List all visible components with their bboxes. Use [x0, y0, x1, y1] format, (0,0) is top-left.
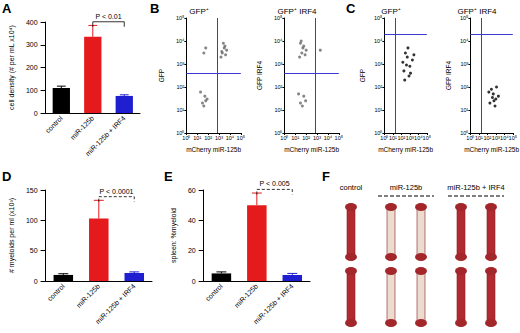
svg-text:10¹: 10¹ [475, 135, 483, 141]
svg-text:10⁴: 10⁴ [414, 135, 423, 141]
svg-text:P < 0.01: P < 0.01 [95, 13, 121, 20]
svg-text:GFP⁺: GFP⁺ [381, 7, 400, 16]
html-text:B: B [150, 1, 160, 16]
svg-text:10²: 10² [397, 135, 405, 141]
svg-text:10¹: 10¹ [193, 135, 201, 141]
svg-text:10⁵: 10⁵ [274, 15, 282, 21]
svg-text:60: 60 [188, 187, 196, 194]
svg-text:10²: 10² [176, 84, 184, 90]
svg-text:10²: 10² [374, 84, 382, 90]
svg-text:miR-125b + IRF4: miR-125b + IRF4 [252, 282, 295, 325]
html-text:E: E [164, 169, 173, 184]
svg-text:10⁰: 10⁰ [280, 135, 288, 141]
svg-text:10⁴: 10⁴ [176, 38, 185, 44]
html-text:C: C [346, 1, 356, 16]
svg-text:mCherry miR-125b: mCherry miR-125b [186, 146, 241, 154]
svg-text:miR-125b + IRF4: miR-125b + IRF4 [84, 114, 127, 157]
svg-text:# myeloids per ml (x10³): # myeloids per ml (x10³) [8, 198, 16, 273]
svg-text:10⁴: 10⁴ [324, 135, 333, 141]
svg-text:10²: 10² [483, 135, 491, 141]
svg-text:10⁴: 10⁴ [500, 135, 509, 141]
svg-text:GFP⁺: GFP⁺ [189, 7, 208, 16]
svg-text:mCherry miR-125b: mCherry miR-125b [284, 146, 339, 154]
svg-text:10³: 10³ [274, 61, 282, 67]
svg-text:10²: 10² [274, 84, 282, 90]
svg-text:control: control [204, 282, 224, 302]
svg-text:GFP: GFP [359, 69, 366, 82]
svg-text:GFP⁺ IRF4: GFP⁺ IRF4 [457, 7, 497, 16]
svg-text:0: 0 [34, 278, 38, 285]
svg-text:10⁵: 10⁵ [460, 15, 468, 21]
svg-text:10⁰: 10⁰ [176, 130, 185, 136]
svg-text:10⁰: 10⁰ [182, 135, 190, 141]
svg-text:spleen: %myeloid: spleen: %myeloid [170, 208, 178, 263]
svg-text:10¹: 10¹ [176, 107, 184, 113]
svg-text:P < 0.0001: P < 0.0001 [100, 188, 134, 195]
svg-text:10¹: 10¹ [460, 107, 468, 113]
svg-text:150: 150 [26, 187, 38, 194]
svg-text:10⁰: 10⁰ [380, 135, 388, 141]
svg-text:mCherry miR-125b: mCherry miR-125b [378, 146, 433, 154]
html-text:D: D [2, 169, 12, 184]
svg-text:10²: 10² [302, 135, 310, 141]
svg-text:10²: 10² [460, 84, 468, 90]
svg-text:100: 100 [26, 87, 38, 94]
svg-text:miR-125b: miR-125b [69, 114, 95, 140]
svg-text:10³: 10³ [460, 61, 468, 67]
svg-text:10³: 10³ [215, 135, 223, 141]
svg-text:10³: 10³ [313, 135, 321, 141]
svg-text:10⁰: 10⁰ [466, 135, 474, 141]
svg-text:100: 100 [26, 217, 38, 224]
html-text:A: A [2, 1, 12, 16]
svg-text:10⁵: 10⁵ [509, 135, 517, 141]
svg-text:400: 400 [26, 19, 38, 26]
svg-text:10¹: 10¹ [389, 135, 397, 141]
svg-text:10¹: 10¹ [291, 135, 299, 141]
svg-text:10⁵: 10⁵ [237, 135, 245, 141]
svg-text:10⁴: 10⁴ [460, 38, 469, 44]
svg-text:10¹: 10¹ [374, 107, 382, 113]
svg-text:GFP IRF4: GFP IRF4 [445, 61, 452, 91]
svg-text:10⁰: 10⁰ [274, 130, 283, 136]
svg-text:20: 20 [188, 247, 196, 254]
svg-text:40: 40 [188, 217, 196, 224]
svg-text:10¹: 10¹ [274, 107, 282, 113]
svg-text:10⁵: 10⁵ [176, 15, 184, 21]
svg-text:GFP IRF4: GFP IRF4 [256, 61, 263, 91]
svg-text:control: control [44, 114, 64, 134]
svg-text:0: 0 [192, 278, 196, 285]
svg-text:10⁵: 10⁵ [335, 135, 343, 141]
svg-text:GFP: GFP [158, 69, 165, 82]
svg-text:10⁴: 10⁴ [226, 135, 235, 141]
svg-text:0: 0 [34, 110, 38, 117]
svg-text:mCherry miR-125b: mCherry miR-125b [464, 146, 519, 154]
svg-text:miR-125b: miR-125b [75, 282, 101, 308]
svg-text:10⁴: 10⁴ [374, 38, 383, 44]
svg-text:GFP⁺ IRF4: GFP⁺ IRF4 [277, 7, 317, 16]
svg-text:miR-125b: miR-125b [390, 183, 423, 192]
svg-text:200: 200 [26, 64, 38, 71]
svg-text:10⁰: 10⁰ [460, 130, 469, 136]
svg-text:control: control [340, 183, 363, 192]
svg-text:miR-125b + IRF4: miR-125b + IRF4 [94, 282, 137, 325]
svg-text:control: control [46, 282, 66, 302]
svg-text:300: 300 [26, 41, 38, 48]
svg-text:miR-125b: miR-125b [233, 282, 259, 308]
svg-text:10³: 10³ [406, 135, 414, 141]
svg-text:miR-125b + IRF4: miR-125b + IRF4 [447, 183, 504, 192]
svg-text:10⁴: 10⁴ [274, 38, 283, 44]
svg-text:10²: 10² [204, 135, 212, 141]
html-text:F: F [322, 169, 330, 184]
svg-text:P < 0.005: P < 0.005 [260, 180, 290, 187]
svg-text:10⁵: 10⁵ [374, 15, 382, 21]
svg-text:10³: 10³ [374, 61, 382, 67]
svg-text:10⁵: 10⁵ [423, 135, 431, 141]
svg-text:10³: 10³ [492, 135, 500, 141]
svg-text:cell density (# per mL x10⁴): cell density (# per mL x10⁴) [8, 25, 16, 110]
svg-text:50: 50 [30, 247, 38, 254]
svg-text:10⁰: 10⁰ [374, 130, 383, 136]
svg-text:10³: 10³ [176, 61, 184, 67]
